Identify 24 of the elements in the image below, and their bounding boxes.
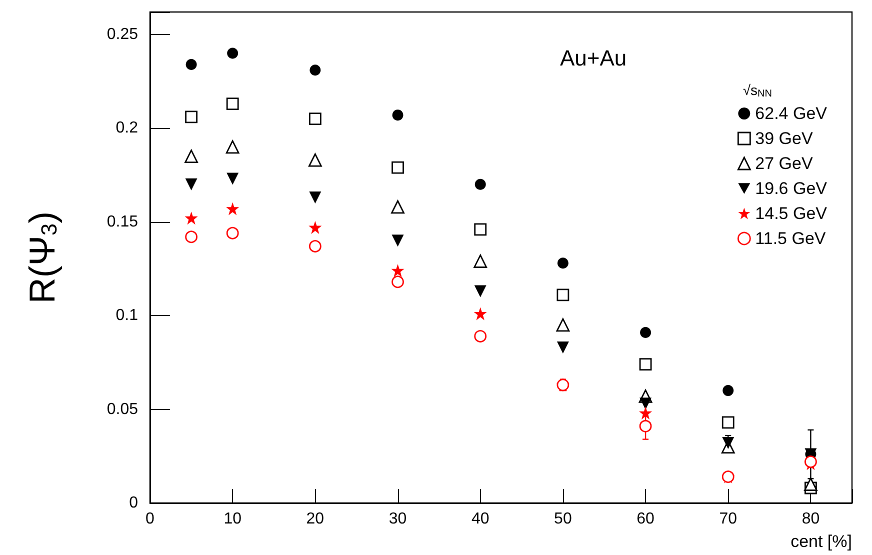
y-tick-label: 0.05 bbox=[106, 400, 138, 418]
legend-label: 14.5 GeV bbox=[755, 204, 828, 223]
annotation: Au+Au bbox=[560, 46, 627, 70]
x-tick-label: 30 bbox=[388, 510, 407, 528]
y-tick-label: 0.1 bbox=[116, 307, 138, 324]
legend-label: 11.5 GeV bbox=[755, 229, 826, 248]
legend-label: 62.4 GeV bbox=[755, 104, 828, 123]
y-axis-title: R(Ψ3) bbox=[22, 211, 62, 304]
x-tick-label: 60 bbox=[636, 510, 655, 528]
x-tick-label: 70 bbox=[719, 510, 738, 528]
x-tick-label: 20 bbox=[306, 510, 324, 528]
legend-label: 39 GeV bbox=[755, 129, 814, 148]
x-tick-label: 50 bbox=[554, 510, 572, 528]
x-tick-label: 0 bbox=[146, 510, 155, 528]
x-tick-label: 80 bbox=[802, 510, 820, 528]
x-tick-label: 40 bbox=[471, 510, 490, 528]
y-tick-label: 0.15 bbox=[106, 213, 138, 230]
x-tick-label: 10 bbox=[224, 510, 242, 528]
legend-label: 27 GeV bbox=[755, 154, 814, 173]
x-axis-title: cent [%] bbox=[790, 532, 852, 551]
y-tick-label: 0.2 bbox=[116, 120, 138, 137]
y-tick-label: 0 bbox=[129, 494, 138, 512]
y-tick-label: 0.25 bbox=[106, 26, 138, 43]
legend-label: 19.6 GeV bbox=[755, 179, 828, 198]
